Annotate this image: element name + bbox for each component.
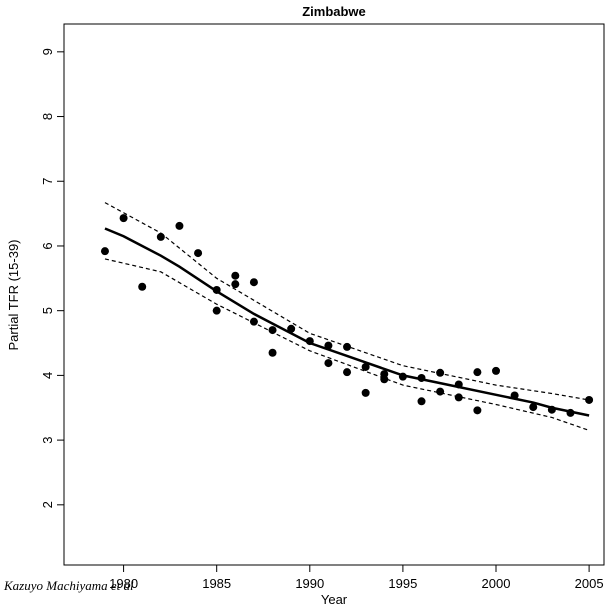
data-point: [231, 271, 240, 280]
data-point: [156, 232, 165, 241]
ci-line: [104, 258, 590, 431]
y-tick-label: 4: [40, 372, 55, 379]
data-point: [138, 282, 147, 291]
data-point: [194, 249, 203, 258]
y-axis-label: Partial TFR (15-39): [6, 239, 21, 350]
y-tick-label: 7: [40, 178, 55, 185]
data-point: [268, 348, 277, 357]
data-point: [454, 393, 463, 402]
x-tick-label: 2005: [575, 576, 604, 591]
x-tick-label: 1995: [388, 576, 417, 591]
data-point: [492, 366, 500, 375]
y-tick-label: 9: [40, 48, 55, 55]
x-tick-label: 2000: [482, 576, 511, 591]
data-point: [212, 306, 221, 315]
y-tick-label: 6: [40, 242, 55, 249]
data-point: [268, 326, 277, 335]
y-tick-label: 2: [40, 501, 55, 508]
data-point: [343, 368, 352, 377]
data-point: [417, 397, 426, 406]
data-point: [361, 362, 370, 371]
data-point: [231, 280, 240, 289]
data-point: [361, 388, 370, 397]
data-point: [175, 221, 184, 230]
data-point: [119, 214, 128, 223]
x-tick-label: 1985: [202, 576, 231, 591]
ci-line: [104, 202, 590, 401]
data-point: [343, 342, 352, 351]
data-point: [436, 368, 445, 377]
y-tick-label: 3: [40, 436, 55, 443]
data-point: [324, 359, 333, 368]
x-axis-label: Year: [321, 592, 348, 607]
data-point: [100, 247, 109, 256]
y-tick-label: 8: [40, 113, 55, 120]
data-point: [436, 387, 445, 396]
data-point: [585, 395, 594, 404]
plot-frame: [63, 23, 605, 566]
x-tick-label: 1990: [295, 576, 324, 591]
data-point: [529, 403, 538, 412]
data-point: [249, 317, 258, 326]
data-point: [473, 406, 482, 415]
data-point: [287, 324, 296, 333]
y-tick-label: 5: [40, 307, 55, 314]
data-point: [249, 278, 258, 287]
x-tick-label: 1980: [109, 576, 138, 591]
annotation: Kazuyo Machiyama et al: [3, 578, 134, 593]
data-point: [473, 368, 482, 377]
chart-title: Zimbabwe: [302, 4, 366, 19]
fit-line: [104, 227, 590, 417]
